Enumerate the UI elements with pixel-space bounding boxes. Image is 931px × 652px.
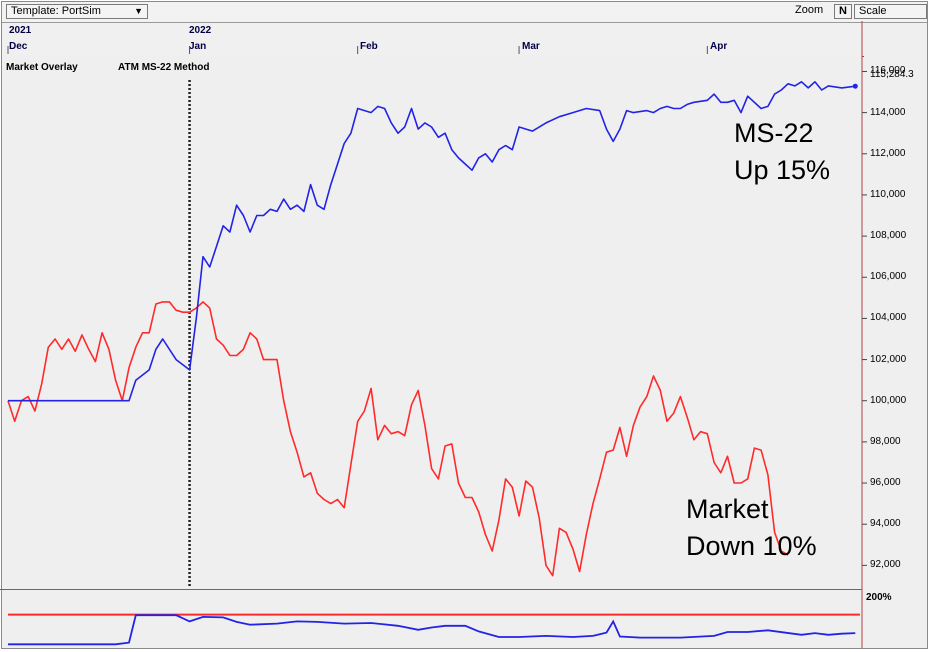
month-jan: Jan <box>189 41 207 52</box>
plot-background <box>2 55 862 588</box>
y-tick-label: 96,000 <box>870 477 901 489</box>
month-dec: Dec <box>9 41 28 52</box>
y-tick-label: 116,000 <box>870 65 906 77</box>
last-value-point <box>852 83 858 89</box>
scale-button[interactable]: Scale <box>854 4 927 19</box>
template-label: Template: PortSim <box>11 5 101 17</box>
year-2022: 2022 <box>189 25 212 36</box>
zoom-button[interactable]: Zoom <box>795 4 824 16</box>
toolbar: Template: PortSim ▼ Zoom N Scale <box>2 2 927 23</box>
last-value-label: 115,284.3 <box>870 69 914 80</box>
series-line-method <box>8 81 856 402</box>
y-tick-label: 100,000 <box>870 394 907 406</box>
y-tick-label: 108,000 <box>870 230 907 242</box>
annotation-market-line2: Down 10% <box>686 531 817 561</box>
sub-panel-exposure-line <box>8 614 856 646</box>
y-tick-label: 106,000 <box>870 271 907 283</box>
template-dropdown[interactable]: Template: PortSim ▼ <box>6 4 148 19</box>
y-tick-label: 104,000 <box>870 312 907 324</box>
y-tick-label: 94,000 <box>870 518 901 530</box>
y-tick-label: 102,000 <box>870 353 907 365</box>
sub-panel <box>0 589 862 648</box>
legend-market: Market Overlay <box>6 62 78 73</box>
annotation-ms22-line2: Up 15% <box>734 155 831 185</box>
y-tick-label: 92,000 <box>870 559 901 571</box>
year-2021: 2021 <box>9 25 32 36</box>
y-tick-label: 98,000 <box>870 435 901 447</box>
month-feb: Feb <box>360 41 378 52</box>
chevron-down-icon: ▼ <box>134 6 143 16</box>
y-tick-label: 114,000 <box>870 106 906 118</box>
y-tick-label: 110,000 <box>870 188 906 200</box>
n-button[interactable]: N <box>834 4 852 19</box>
month-mar: Mar <box>522 41 540 52</box>
y-tick-label: 112,000 <box>870 147 906 159</box>
legend-method: ATM MS-22 Method <box>118 62 210 73</box>
annotation-market-line1: Market <box>686 494 769 524</box>
series-line-market <box>7 301 789 577</box>
month-apr: Apr <box>710 41 728 52</box>
annotation-ms22-line1: MS-22 <box>734 118 814 148</box>
sub-panel-scale-label: 200% <box>866 592 892 603</box>
